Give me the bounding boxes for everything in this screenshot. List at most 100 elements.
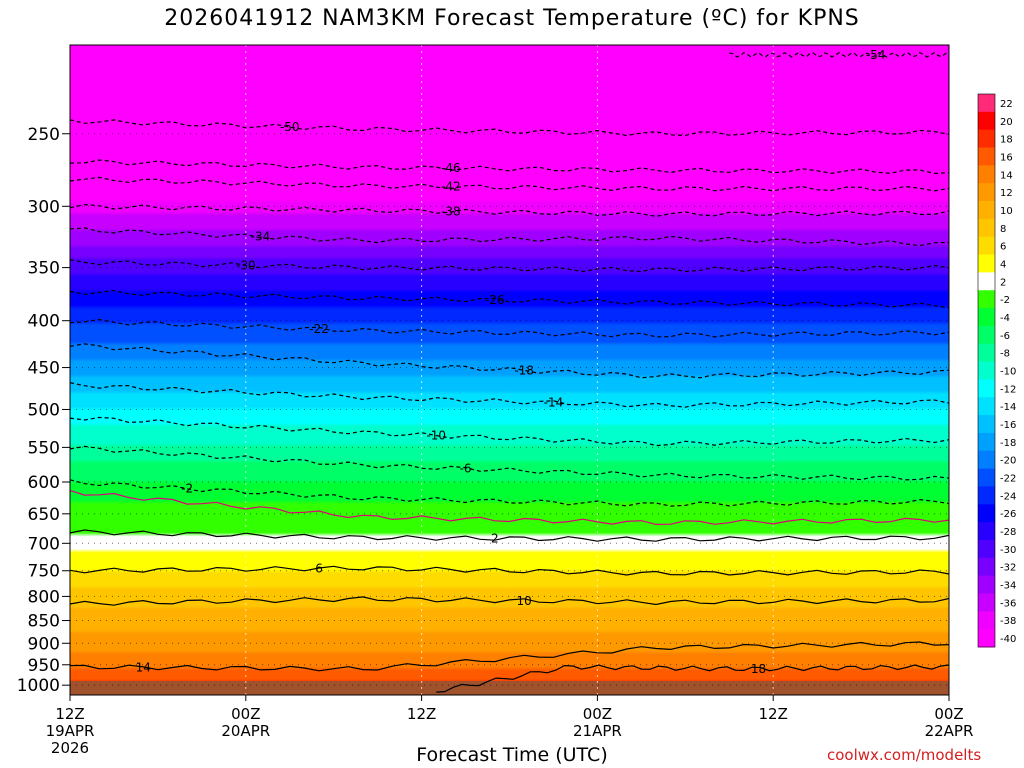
y-tick-label: 800 [28,587,60,607]
x-tick-label: 12Z [407,705,436,723]
colorbar-cell [978,236,995,255]
colorbar-cell [978,593,995,612]
colorbar-cell [978,254,995,273]
y-tick-label: 900 [28,634,60,654]
colorbar-label: -2 [1000,295,1010,306]
contour-line [70,227,949,247]
colorbar-cell [978,432,995,452]
colorbar-label: 4 [1000,259,1006,270]
chart-title: 2026041912 NAM3KM Forecast Temperature (… [164,6,860,31]
colorbar-label: -4 [1000,313,1010,324]
colorbar-cell [978,111,995,131]
contour-line [70,596,949,606]
colorbar-label: 22 [1000,99,1013,110]
y-tick-label: 950 [28,656,60,676]
colorbar-cell [978,539,995,559]
y-tick-label: 450 [28,359,60,379]
x-tick-label: 00Z [934,705,963,723]
y-tick-label: 300 [28,197,60,217]
contour-label: 18 [751,662,766,676]
colorbar-cell [978,486,995,505]
colorbar-label: -10 [1000,367,1016,378]
x-tick-label: 00Z [583,705,612,723]
contour-line [70,289,949,309]
colorbar-label: 6 [1000,242,1006,253]
contour-line [70,343,949,379]
contour-label: 6 [315,561,323,575]
y-tick-label: 750 [28,562,60,582]
contour-line [70,119,949,137]
colorbar-label: 10 [1000,206,1013,217]
credit-link[interactable]: coolwx.com/modelts [827,746,982,764]
colorbar-cell [978,94,995,113]
colorbar-cell [978,183,995,202]
contour-label: 14 [136,660,151,674]
colorbar-cell [978,201,995,220]
colorbar-cell [978,218,995,238]
colorbar-cell [978,308,995,327]
contour-label: -54 [866,48,886,62]
contour-label: -14 [544,396,564,410]
x-tick-label: 22APR [925,722,974,740]
colorbar-label: 8 [1000,224,1006,235]
colorbar-label: -40 [1000,634,1016,645]
colorbar-cell [978,397,995,416]
contour-line [729,51,949,58]
colorbar-label: -34 [1000,581,1016,592]
colorbar-cell [978,129,995,148]
contour-line [70,416,949,447]
contour-line [70,641,949,672]
colorbar-cell [978,450,995,470]
colorbar-cell [978,379,995,398]
plot-field [70,45,949,695]
colorbar-label: -24 [1000,491,1016,502]
colorbar-cell [978,575,995,594]
contour-label: 10 [517,594,532,608]
y-tick-label: 350 [28,259,60,279]
contour-label: -6 [460,462,472,476]
contour-label: -46 [441,161,461,175]
colorbar-cell [978,468,995,487]
colorbar-label: -22 [1000,474,1016,485]
colorbar-cell [978,272,995,291]
colorbar-label: -6 [1000,331,1010,342]
x-tick-label: 19APR [46,722,95,740]
colorbar-cell [978,415,995,434]
contour-label: -2 [181,482,193,496]
colorbar-label: -18 [1000,438,1016,449]
colorbar-cell [978,290,995,309]
y-tick-label: 700 [28,534,60,554]
contour-label: -50 [280,120,300,134]
x-tick-label: 2026 [51,739,89,757]
colorbar-label: -28 [1000,527,1016,538]
contour-label: -34 [251,230,271,244]
y-tick-label: 650 [28,505,60,525]
contour-label: -18 [514,363,534,377]
x-tick-label: 12Z [759,705,788,723]
contour-line [70,382,949,408]
y-tick-label: 1000 [17,676,60,696]
contour-line [70,203,949,218]
ground-band [70,681,949,695]
colorbar-cell [978,504,995,523]
colorbar-cell [978,611,995,630]
contour-label: -38 [441,204,461,218]
contour-line [70,565,949,576]
x-tick-label: 12Z [55,705,84,723]
contour-line [70,529,949,542]
contour-label: -10 [426,428,446,442]
colorbar-cell [978,557,995,577]
y-tick-label: 850 [28,612,60,632]
contour-label: -26 [485,293,505,307]
colorbar-cell [978,325,995,345]
colorbar-label: -26 [1000,509,1016,520]
y-tick-label: 250 [28,125,60,145]
colorbar-label: 20 [1000,117,1013,128]
contour-line [70,159,949,175]
colorbar-label: -30 [1000,545,1016,556]
colorbar-label: -8 [1000,349,1010,360]
gridlines [70,45,949,695]
colorbar-label: -12 [1000,384,1016,395]
y-axis-ticks: 2503003504004505005506006507007508008509… [17,125,70,696]
